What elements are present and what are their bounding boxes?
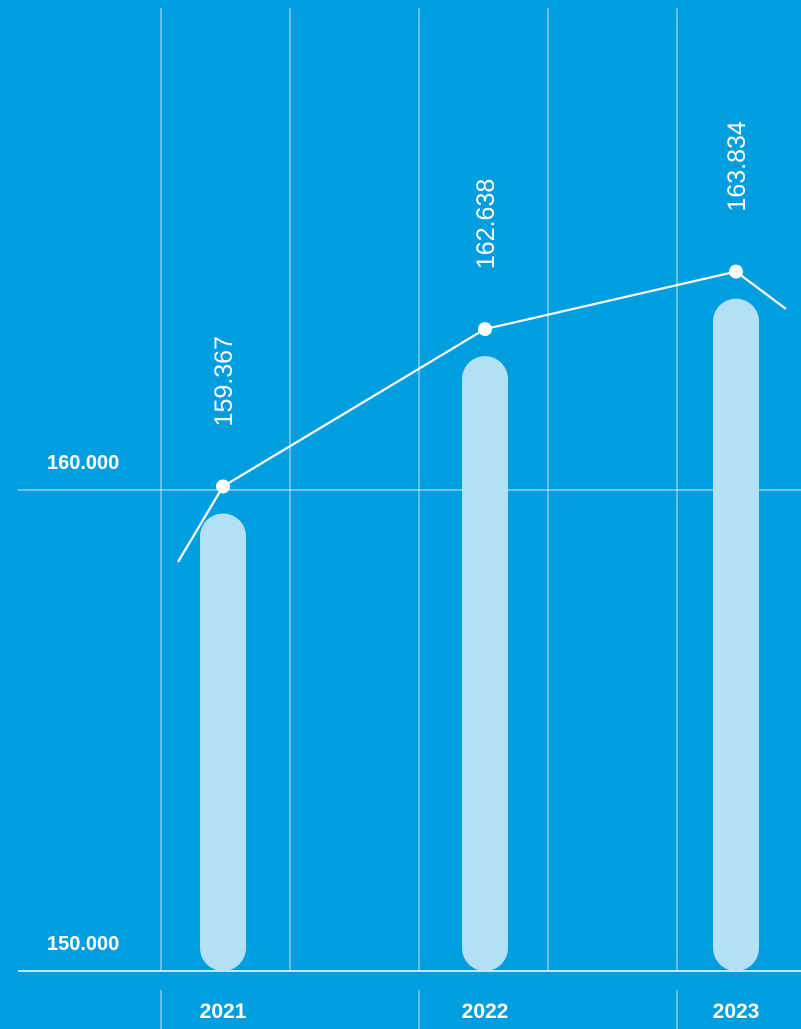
data-label: 163.834 [723,121,751,211]
trend-point-2023 [729,264,743,279]
trend-line-layer [177,264,787,563]
bar-2023 [713,298,759,971]
data-label: 162.638 [472,179,500,269]
bar-2021 [200,513,246,971]
data-label: 159.367 [210,336,238,426]
labels: 150.000 160.000 159.367 162.638 163.834 2021 2… [47,121,759,1023]
x-tick-label: 2022 [462,1000,509,1023]
y-tick-label: 150.000 [47,933,119,955]
x-tick-label: 2023 [713,1000,760,1023]
bars [200,298,759,972]
y-tick-label: 160.000 [47,452,119,474]
bar-2022 [462,356,508,972]
trend-point-2021 [216,479,230,494]
trend-point-2022 [478,322,492,337]
x-tick-label: 2021 [200,1000,247,1023]
horizontal-gridlines [18,489,801,972]
